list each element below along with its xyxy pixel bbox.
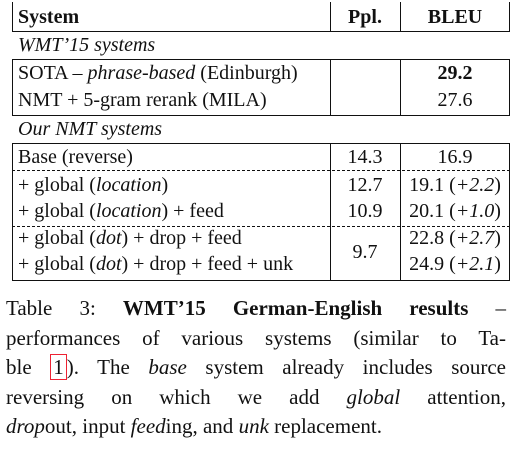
column-rule	[509, 59, 510, 115]
header-rule	[12, 31, 510, 32]
column-rule	[509, 2, 510, 31]
table-reference-link[interactable]: 1	[50, 354, 67, 380]
header-ppl: Ppl.	[348, 6, 382, 28]
column-rule	[12, 59, 13, 115]
bleu-value: 24.9 (+2.1)	[409, 253, 501, 275]
section-rule	[12, 59, 510, 60]
caption-line: Table 3: WMT’15 German-English results –	[6, 296, 506, 320]
bleu-value: 22.8 (+2.7)	[409, 227, 501, 249]
ppl-value: 12.7	[347, 174, 383, 196]
bleu-value: 27.6	[437, 89, 473, 111]
ppl-value: 10.9	[347, 200, 383, 222]
caption-label: Table 3:	[6, 296, 96, 320]
caption-line: ble 1). The base system already includes…	[6, 354, 507, 380]
dashed-rule	[12, 170, 510, 171]
system-name: NMT + 5-gram rerank (MILA)	[18, 89, 267, 111]
system-name: + global (location) + feed	[18, 200, 224, 222]
system-name: Base (reverse)	[18, 146, 133, 168]
results-table: System Ppl. BLEU WMT’15 systems SOTA – p…	[12, 2, 510, 281]
column-rule	[330, 2, 331, 31]
section-rule	[12, 115, 510, 116]
system-name: + global (dot) + drop + feed	[18, 227, 242, 249]
system-name: SOTA – phrase-based (Edinburgh)	[18, 62, 298, 84]
column-rule	[400, 59, 401, 115]
bleu-value: 29.2	[437, 62, 473, 84]
column-rule	[330, 59, 331, 115]
dashed-rule	[12, 226, 510, 227]
row-rule	[12, 143, 510, 144]
column-rule	[400, 143, 401, 280]
column-rule	[12, 2, 13, 31]
section-title: WMT’15 systems	[18, 34, 156, 56]
bleu-value: 16.9	[437, 146, 473, 168]
caption-line: performances of various systems (similar…	[6, 325, 506, 350]
bleu-value: 20.1 (+1.0)	[409, 200, 501, 222]
column-rule	[330, 143, 331, 280]
ppl-value: 14.3	[347, 146, 383, 168]
header-bleu: BLEU	[427, 6, 483, 28]
column-rule	[509, 143, 510, 280]
bleu-value: 19.1 (+2.2)	[409, 174, 501, 196]
ppl-value: 9.7	[352, 241, 378, 263]
caption-line: dropout, input feeding, and unk replacem…	[6, 414, 382, 438]
header-system: System	[18, 6, 80, 28]
system-name: + global (dot) + drop + feed + unk	[18, 253, 294, 275]
column-rule	[12, 143, 13, 280]
table-caption: Table 3: WMT’15 German-English results –…	[6, 294, 506, 442]
caption-title: WMT’15 German-English results	[122, 296, 469, 320]
section-title: Our NMT systems	[18, 118, 163, 140]
bottom-rule	[12, 280, 510, 281]
system-name: + global (location)	[18, 174, 169, 196]
column-rule	[400, 2, 401, 31]
caption-line: reversing on which we add global attenti…	[6, 384, 507, 409]
